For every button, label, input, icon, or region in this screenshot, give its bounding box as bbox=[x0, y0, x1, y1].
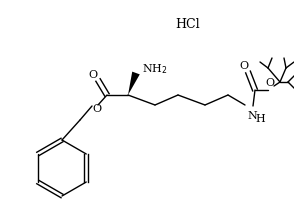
Text: O: O bbox=[92, 104, 101, 114]
Text: HCl: HCl bbox=[175, 18, 200, 31]
Text: NH$_2$: NH$_2$ bbox=[142, 62, 168, 76]
Text: O: O bbox=[88, 70, 98, 80]
Text: H: H bbox=[255, 114, 265, 124]
Polygon shape bbox=[128, 72, 140, 95]
Text: N: N bbox=[247, 111, 257, 121]
Text: O: O bbox=[239, 61, 248, 71]
Text: O: O bbox=[265, 78, 275, 88]
